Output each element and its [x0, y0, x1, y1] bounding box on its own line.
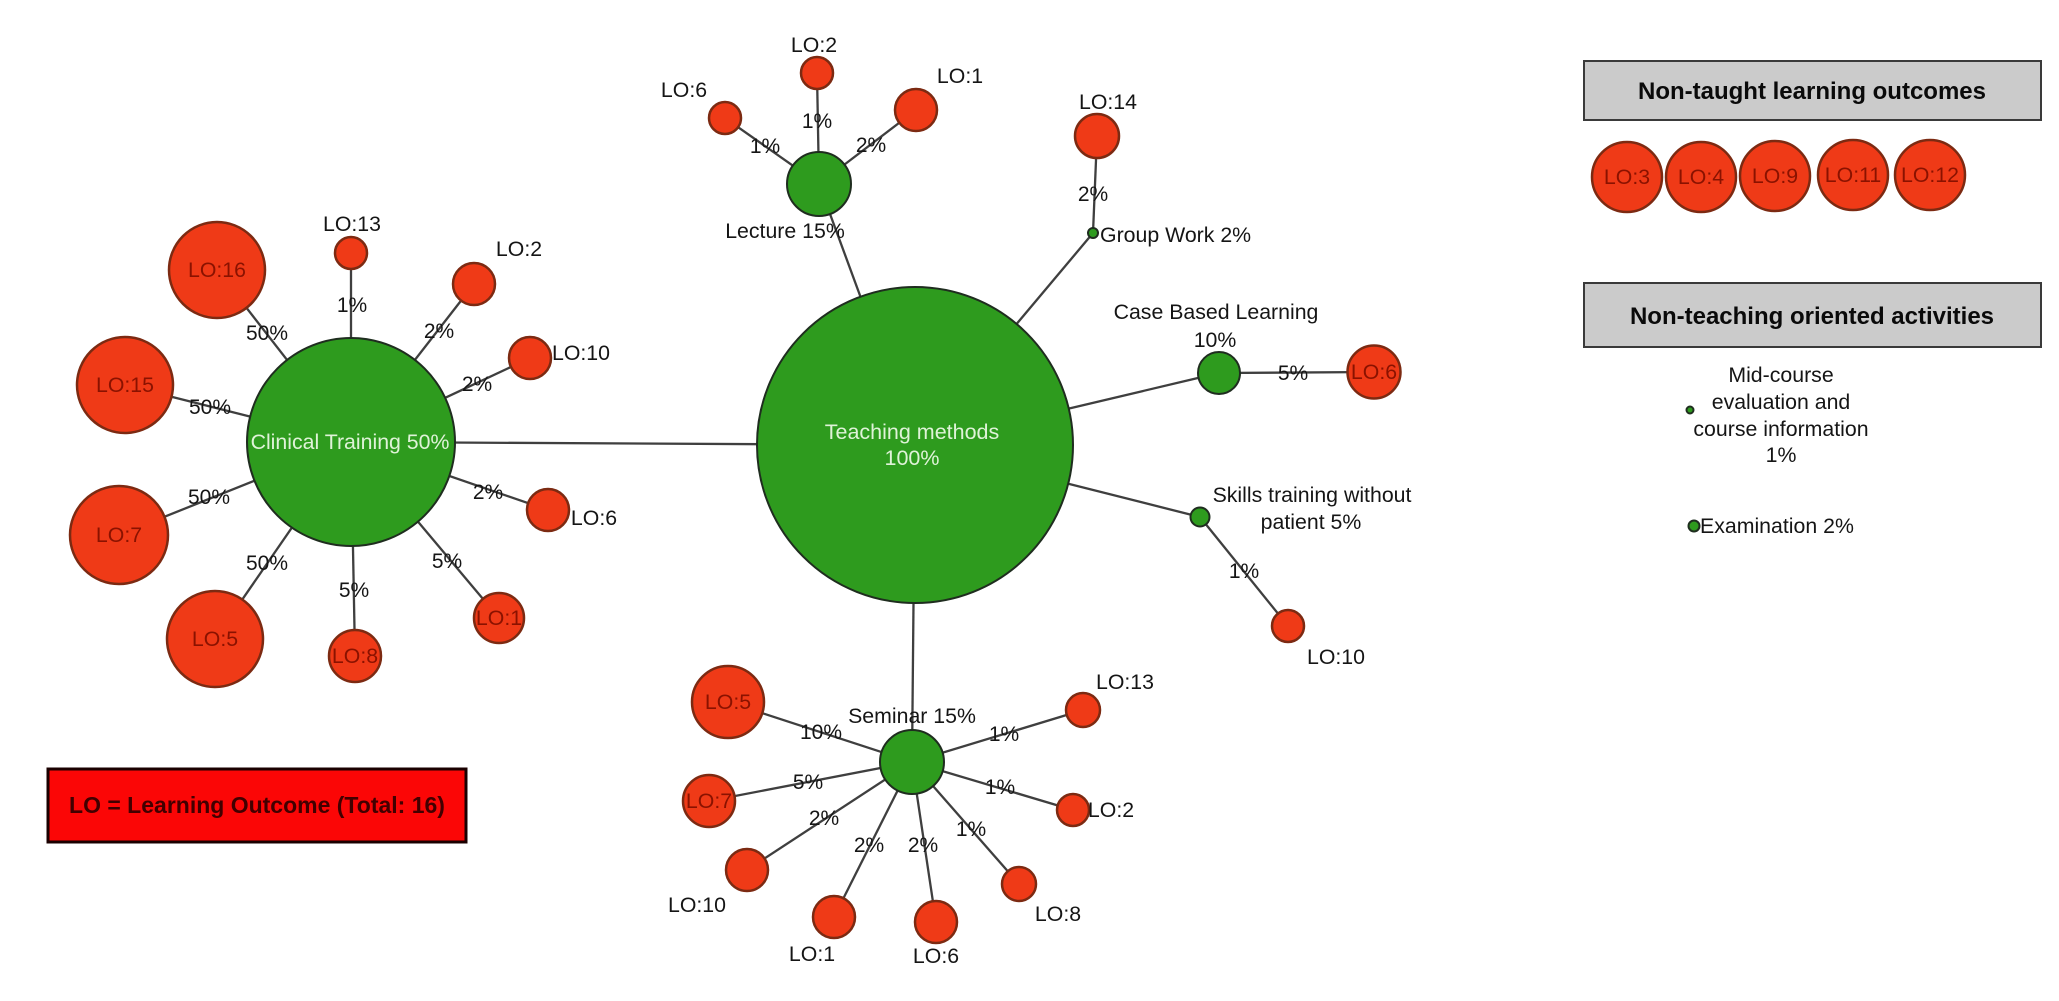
svg-text:LO:15: LO:15: [96, 373, 154, 397]
svg-text:Seminar 15%: Seminar 15%: [848, 704, 976, 728]
svg-text:1%: 1%: [989, 723, 1019, 746]
svg-text:2%: 2%: [473, 481, 503, 504]
svg-text:course information: course information: [1693, 417, 1868, 441]
svg-text:1%: 1%: [750, 135, 780, 158]
svg-text:LO:8: LO:8: [1035, 902, 1081, 926]
svg-text:1%: 1%: [1766, 443, 1797, 467]
svg-text:50%: 50%: [246, 552, 288, 575]
svg-text:LO:11: LO:11: [1825, 163, 1881, 187]
svg-text:LO:2: LO:2: [496, 237, 542, 261]
svg-text:2%: 2%: [908, 834, 938, 857]
svg-text:2%: 2%: [424, 320, 454, 343]
svg-text:2%: 2%: [856, 134, 886, 157]
svg-text:100%: 100%: [885, 446, 940, 470]
svg-text:LO:12: LO:12: [1901, 163, 1959, 187]
svg-text:Examination 2%: Examination 2%: [1700, 514, 1854, 538]
svg-text:LO = Learning Outcome (Total:: LO = Learning Outcome (Total: 16): [69, 792, 445, 818]
svg-text:LO:5: LO:5: [192, 627, 238, 651]
svg-text:10%: 10%: [1194, 328, 1237, 352]
svg-text:1%: 1%: [956, 818, 986, 841]
svg-text:LO:10: LO:10: [1307, 645, 1365, 669]
svg-text:50%: 50%: [246, 322, 288, 345]
svg-text:LO:2: LO:2: [1088, 798, 1134, 822]
svg-text:5%: 5%: [793, 771, 823, 794]
svg-text:Case Based Learning: Case Based Learning: [1114, 300, 1319, 324]
svg-text:2%: 2%: [854, 834, 884, 857]
svg-text:LO:1: LO:1: [476, 606, 522, 630]
svg-text:Clinical Training 50%: Clinical Training 50%: [251, 430, 450, 454]
svg-text:LO:7: LO:7: [96, 523, 142, 547]
svg-text:5%: 5%: [432, 550, 462, 573]
svg-text:LO:2: LO:2: [791, 33, 837, 57]
svg-text:LO:9: LO:9: [1752, 164, 1798, 188]
svg-text:5%: 5%: [1278, 362, 1308, 385]
svg-text:5%: 5%: [339, 579, 369, 602]
svg-text:Teaching methods: Teaching methods: [825, 420, 1000, 444]
svg-text:LO:10: LO:10: [668, 893, 726, 917]
svg-text:LO:1: LO:1: [789, 942, 835, 966]
svg-text:Group Work 2%: Group Work 2%: [1100, 223, 1251, 247]
svg-text:LO:13: LO:13: [323, 212, 381, 236]
svg-text:LO:14: LO:14: [1079, 90, 1137, 114]
svg-text:LO:4: LO:4: [1678, 165, 1724, 189]
svg-text:50%: 50%: [189, 396, 231, 419]
svg-text:LO:3: LO:3: [1604, 165, 1650, 189]
svg-text:LO:6: LO:6: [661, 78, 707, 102]
svg-text:LO:5: LO:5: [705, 690, 751, 714]
svg-text:50%: 50%: [188, 486, 230, 509]
svg-text:Mid-course: Mid-course: [1728, 363, 1833, 387]
svg-text:Lecture 15%: Lecture 15%: [725, 219, 845, 243]
svg-text:Skills training without: Skills training without: [1213, 483, 1412, 507]
svg-text:2%: 2%: [809, 807, 839, 830]
svg-text:Non-taught learning outcomes: Non-taught learning outcomes: [1638, 78, 1986, 105]
svg-text:1%: 1%: [1229, 560, 1259, 583]
svg-text:1%: 1%: [337, 294, 367, 317]
svg-text:LO:16: LO:16: [188, 258, 246, 282]
svg-text:LO:6: LO:6: [571, 506, 617, 530]
svg-text:LO:7: LO:7: [686, 789, 732, 813]
svg-text:1%: 1%: [802, 110, 832, 133]
svg-text:patient 5%: patient 5%: [1261, 510, 1362, 534]
svg-text:LO:8: LO:8: [332, 644, 378, 668]
svg-text:2%: 2%: [462, 373, 492, 396]
svg-text:LO:6: LO:6: [1351, 360, 1397, 384]
svg-text:LO:6: LO:6: [913, 944, 959, 968]
svg-text:10%: 10%: [800, 721, 842, 744]
svg-text:LO:10: LO:10: [552, 341, 610, 365]
svg-text:LO:13: LO:13: [1096, 670, 1154, 694]
svg-text:evaluation and: evaluation and: [1712, 390, 1851, 414]
svg-text:1%: 1%: [985, 776, 1015, 799]
svg-text:2%: 2%: [1078, 183, 1108, 206]
svg-text:LO:1: LO:1: [937, 64, 983, 88]
svg-text:Non-teaching oriented activiti: Non-teaching oriented activities: [1630, 303, 1994, 330]
